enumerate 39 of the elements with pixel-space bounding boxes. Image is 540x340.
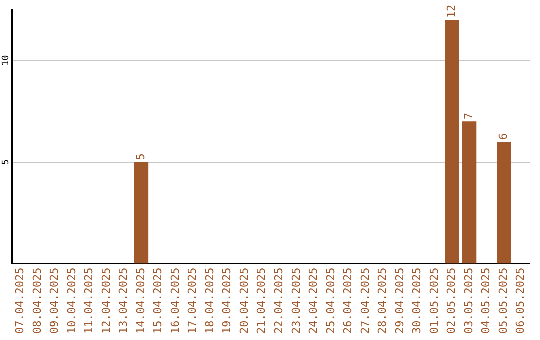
x-tick-label: 07.04.2025 (13, 268, 26, 334)
x-tick-label: 03.05.2025 (462, 268, 476, 334)
data-label: 7 (462, 113, 476, 120)
x-tick-label: 06.05.2025 (514, 268, 528, 334)
bar (497, 142, 512, 264)
x-tick-label: 17.04.2025 (186, 268, 200, 334)
bar (445, 20, 460, 264)
x-tick-label: 16.04.2025 (168, 268, 182, 334)
x-tick-label: 28.04.2025 (376, 268, 390, 334)
x-tick-label: 15.04.2025 (152, 268, 165, 334)
x-tick-label: 30.04.2025 (410, 268, 424, 334)
x-tick-label: 08.04.2025 (30, 268, 44, 334)
x-tick-label: 18.04.2025 (203, 268, 216, 334)
x-tick-label: 20.04.2025 (238, 268, 251, 334)
x-tick-label: 21.04.2025 (255, 268, 268, 334)
data-label: 5 (134, 154, 148, 160)
x-tick-label: 14.04.2025 (134, 268, 148, 334)
x-tick-label: 19.04.2025 (220, 268, 234, 334)
x-tick-label: 25.04.2025 (324, 268, 338, 334)
x-tick-label: 29.04.2025 (393, 268, 406, 334)
bar (462, 122, 477, 264)
bar (134, 162, 149, 264)
x-tick-label: 24.04.2025 (307, 268, 320, 334)
data-label: 6 (496, 133, 510, 140)
x-tick-label: 02.05.2025 (445, 268, 458, 334)
x-tick-label: 12.04.2025 (100, 268, 113, 334)
x-tick-label: 13.04.2025 (117, 268, 130, 334)
x-tick-label: 26.04.2025 (342, 268, 355, 334)
x-tick-label: 09.04.2025 (48, 268, 62, 334)
x-tick-label: 22.04.2025 (272, 268, 286, 334)
x-tick-label: 04.05.2025 (480, 268, 493, 334)
x-tick-label: 11.04.2025 (82, 268, 96, 334)
data-label: 12 (445, 4, 458, 18)
x-tick-label: 27.04.2025 (358, 268, 372, 334)
x-tick-label: 23.04.2025 (290, 268, 303, 334)
x-tick-label: 01.05.2025 (428, 268, 441, 334)
y-tick-label: 10 (1, 55, 12, 66)
x-tick-label: 05.05.2025 (496, 268, 510, 334)
x-tick-label: 10.04.2025 (65, 268, 78, 334)
